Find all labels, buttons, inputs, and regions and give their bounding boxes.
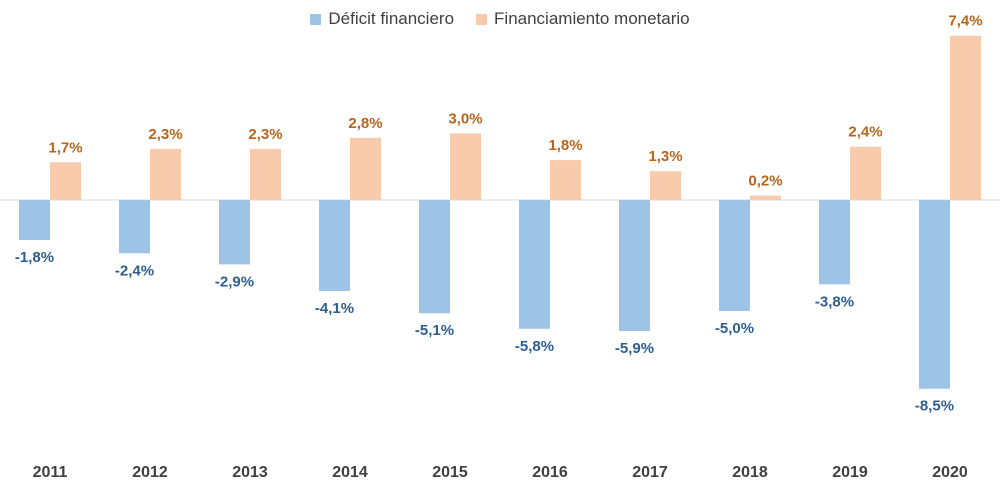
bar-deficit-2017 [619,200,650,331]
x-tick-label-2017: 2017 [632,464,668,481]
data-label-deficit-2017: -5,9% [615,340,654,357]
x-tick-label-2015: 2015 [432,464,468,481]
data-label-deficit-2018: -5,0% [715,320,754,337]
bar-financiamiento-2017 [650,171,681,200]
bar-deficit-2013 [219,200,250,265]
data-label-deficit-2020: -8,5% [915,398,954,415]
x-tick-label-2016: 2016 [532,464,568,481]
bar-deficit-2018 [719,200,750,311]
bar-financiamiento-2011 [50,162,81,200]
x-tick-label-2014: 2014 [332,464,368,481]
bar-financiamiento-2014 [350,137,381,200]
data-label-deficit-2011: -1,8% [15,249,54,266]
legend-item-deficit: Déficit financiero [310,9,454,29]
data-label-financiamiento-2016: 1,8% [548,137,582,154]
data-label-financiamiento-2013: 2,3% [248,126,282,143]
legend-item-financiamiento: Financiamiento monetario [476,9,690,29]
bar-financiamiento-2013 [250,148,281,200]
bar-financiamiento-2012 [150,148,181,200]
data-label-financiamiento-2015: 3,0% [448,110,482,127]
bar-financiamiento-2016 [550,160,581,200]
data-label-financiamiento-2019: 2,4% [848,124,882,141]
x-tick-label-2012: 2012 [132,464,168,481]
bar-deficit-2019 [819,200,850,285]
x-tick-label-2018: 2018 [732,464,768,481]
legend-swatch-financiamiento [476,13,488,25]
legend-label-financiamiento: Financiamiento monetario [494,9,690,28]
x-tick-label-2020: 2020 [932,464,968,481]
data-label-financiamiento-2014: 2,8% [348,115,382,132]
bar-financiamiento-2020 [950,35,981,200]
data-label-financiamiento-2017: 1,3% [648,148,682,165]
bar-financiamiento-2018 [750,195,781,200]
bar-financiamiento-2015 [450,133,481,200]
bar-deficit-2020 [919,200,950,389]
data-label-financiamiento-2018: 0,2% [748,173,782,190]
data-label-financiamiento-2012: 2,3% [148,126,182,143]
data-label-deficit-2016: -5,8% [515,338,554,355]
data-label-deficit-2013: -2,9% [215,273,254,290]
bar-deficit-2015 [419,200,450,314]
data-label-financiamiento-2020: 7,4% [948,13,982,30]
bar-deficit-2014 [319,200,350,292]
chart-legend: Déficit financiero Financiamiento moneta… [0,6,1000,32]
legend-label-deficit: Déficit financiero [328,9,455,28]
bar-deficit-2016 [519,200,550,329]
bar-financiamiento-2019 [850,146,881,200]
bar-deficit-2012 [119,200,150,254]
data-label-deficit-2015: -5,1% [415,322,454,339]
data-label-deficit-2014: -4,1% [315,300,354,317]
legend-swatch-deficit [310,13,322,25]
x-tick-label-2011: 2011 [33,464,68,481]
data-label-financiamiento-2011: 1,7% [48,139,82,156]
x-tick-label-2013: 2013 [232,464,268,481]
x-tick-label-2019: 2019 [832,464,868,481]
data-label-deficit-2012: -2,4% [115,262,154,279]
bar-deficit-2011 [19,200,50,240]
data-label-deficit-2019: -3,8% [815,293,854,310]
